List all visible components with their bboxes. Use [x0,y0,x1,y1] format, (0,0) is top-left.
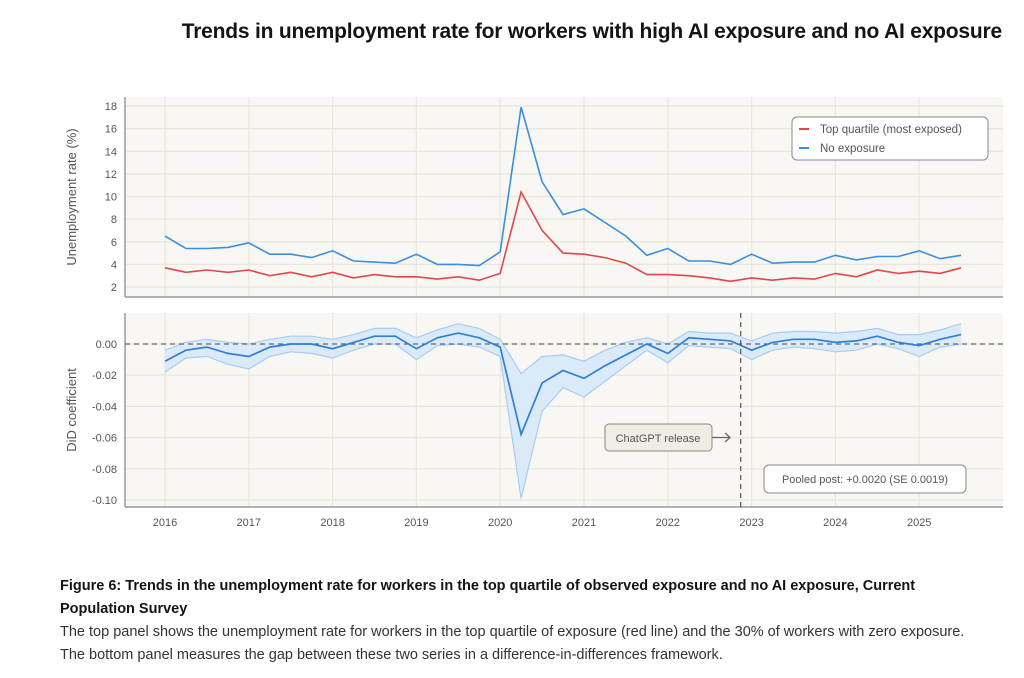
top-y-tick-label: 12 [105,169,117,181]
bottom-y-tick-label: 0.00 [96,339,117,351]
confidence-lower [164,343,962,499]
top-y-tick-label: 4 [111,259,117,271]
top-y-tick-label: 8 [111,214,117,226]
figure-caption-body: The top panel shows the unemployment rat… [60,624,965,663]
x-tick-label: 2023 [739,517,763,529]
series-line-no-exposure [164,106,962,267]
series-line-top-quartile [164,189,962,283]
x-tick-label: 2024 [823,517,847,529]
pooled-post-label: Pooled post: +0.0020 (SE 0.0019) [782,474,948,486]
legend-label: No exposure [820,143,885,155]
chatgpt-release-label: ChatGPT release [616,433,701,445]
pooled-post-box [763,464,967,494]
x-tick-label: 2025 [907,517,931,529]
top-y-tick-label: 18 [105,101,117,113]
top-y-tick-label: 10 [105,192,117,204]
legend [791,116,989,161]
arrow-right-icon [712,432,731,443]
chart: 2 4 6 8 10 12 14 16 18 Unemployment rate (%) Top q… [64,97,1003,529]
x-tick-label: 2017 [237,517,261,529]
confidence-upper [164,323,962,375]
bottom-y-tick-label: -0.10 [92,495,117,507]
bottom-y-tick-label: -0.08 [92,464,117,476]
top-y-tick-label: 16 [105,124,117,136]
did-estimate-line [164,332,962,438]
x-tick-label: 2019 [404,517,428,529]
x-tick-label: 2022 [656,517,680,529]
x-tick-label: 2021 [572,517,596,529]
top-y-axis-label: Unemployment rate (%) [64,128,79,265]
x-tick-label: 2016 [153,517,177,529]
top-y-tick-label: 14 [105,146,117,158]
bottom-y-tick-label: -0.04 [92,401,117,413]
chart-title: Trends in unemployment rate for workers … [181,20,1002,43]
top-y-tick-label: 6 [111,237,117,249]
confidence-band [165,323,962,499]
figure-caption-title: Figure 6: Trends in the unemployment rat… [60,578,916,617]
bottom-y-axis-label: DiD coefficient [64,368,79,452]
bottom-y-tick-label: -0.02 [92,370,117,382]
legend-label: Top quartile (most exposed) [820,124,962,136]
x-tick-label: 2018 [320,517,344,529]
x-tick-label: 2020 [488,517,512,529]
top-y-tick-label: 2 [111,282,117,294]
bottom-y-tick-label: -0.06 [92,433,117,445]
